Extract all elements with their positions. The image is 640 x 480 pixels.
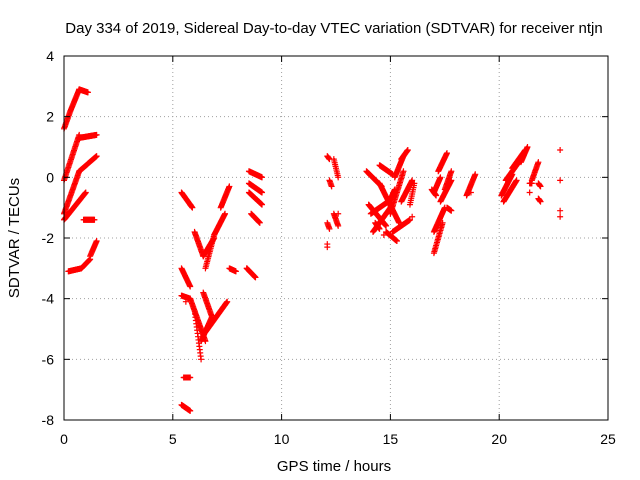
data-point bbox=[537, 183, 544, 190]
data-point bbox=[259, 189, 266, 196]
data-point bbox=[182, 298, 189, 305]
data-point bbox=[324, 244, 331, 251]
data-point bbox=[187, 374, 194, 381]
data-point bbox=[557, 177, 564, 184]
y-tick-label: -2 bbox=[42, 230, 55, 246]
data-point bbox=[189, 204, 196, 211]
data-point bbox=[187, 407, 194, 414]
data-point bbox=[437, 174, 444, 181]
x-axis-label: GPS time / hours bbox=[277, 458, 391, 475]
axis-ticks: 0 5 10 15 20 25 -8 -6 -4 -2 0 2 4 bbox=[42, 48, 616, 447]
data-point bbox=[400, 168, 407, 175]
data-point bbox=[211, 231, 218, 238]
data-point bbox=[198, 356, 205, 363]
data-point bbox=[82, 189, 89, 196]
data-point bbox=[433, 192, 440, 199]
y-tick-label: -4 bbox=[42, 291, 55, 307]
data-point bbox=[93, 131, 100, 138]
x-tick-label: 10 bbox=[274, 431, 290, 447]
data-points bbox=[61, 86, 564, 414]
data-point bbox=[406, 216, 413, 223]
data-point bbox=[328, 183, 335, 190]
data-point bbox=[335, 174, 342, 181]
y-tick-label: 0 bbox=[46, 169, 54, 185]
data-point bbox=[472, 171, 479, 178]
data-point bbox=[91, 216, 98, 223]
data-point bbox=[404, 147, 411, 154]
grid-lines bbox=[64, 56, 608, 420]
data-point bbox=[437, 222, 444, 229]
data-point bbox=[335, 222, 342, 229]
y-tick-label: 4 bbox=[46, 48, 54, 64]
x-tick-label: 15 bbox=[383, 431, 399, 447]
data-point bbox=[93, 153, 100, 160]
data-point bbox=[93, 238, 100, 245]
data-point bbox=[537, 198, 544, 205]
data-point bbox=[335, 210, 342, 217]
data-point bbox=[232, 268, 239, 275]
data-point bbox=[383, 222, 390, 229]
data-point bbox=[409, 177, 416, 184]
data-point bbox=[467, 189, 474, 196]
x-tick-label: 0 bbox=[60, 431, 68, 447]
data-point bbox=[535, 159, 542, 166]
data-point bbox=[524, 144, 531, 150]
data-point bbox=[443, 150, 450, 157]
data-point bbox=[513, 177, 520, 184]
chart-title: Day 334 of 2019, Sidereal Day-to-day VTE… bbox=[65, 20, 602, 37]
y-tick-label: -6 bbox=[42, 351, 55, 367]
data-point bbox=[557, 213, 564, 220]
data-point bbox=[259, 174, 266, 181]
data-point bbox=[526, 189, 533, 196]
data-point bbox=[376, 225, 383, 232]
data-point bbox=[252, 274, 259, 281]
x-tick-label: 20 bbox=[491, 431, 507, 447]
data-point bbox=[448, 207, 455, 214]
data-point bbox=[557, 147, 564, 154]
data-point bbox=[380, 231, 387, 238]
y-tick-label: -8 bbox=[42, 412, 55, 428]
data-point bbox=[557, 207, 564, 214]
data-point bbox=[393, 238, 400, 245]
data-point bbox=[224, 298, 231, 305]
data-point bbox=[222, 210, 229, 217]
data-point bbox=[208, 313, 215, 320]
data-point bbox=[326, 225, 333, 232]
data-point bbox=[259, 201, 266, 208]
data-point bbox=[448, 168, 455, 175]
y-axis-label: SDTVAR / TECUs bbox=[6, 178, 23, 298]
data-point bbox=[411, 180, 418, 187]
data-point bbox=[256, 219, 263, 226]
data-point bbox=[226, 183, 233, 190]
y-tick-label: 2 bbox=[46, 109, 54, 125]
data-point bbox=[391, 186, 398, 193]
x-tick-label: 5 bbox=[169, 431, 177, 447]
data-point bbox=[187, 283, 194, 290]
data-point bbox=[84, 89, 91, 96]
data-point bbox=[409, 213, 416, 220]
data-point bbox=[243, 265, 250, 272]
x-tick-label: 25 bbox=[600, 431, 616, 447]
